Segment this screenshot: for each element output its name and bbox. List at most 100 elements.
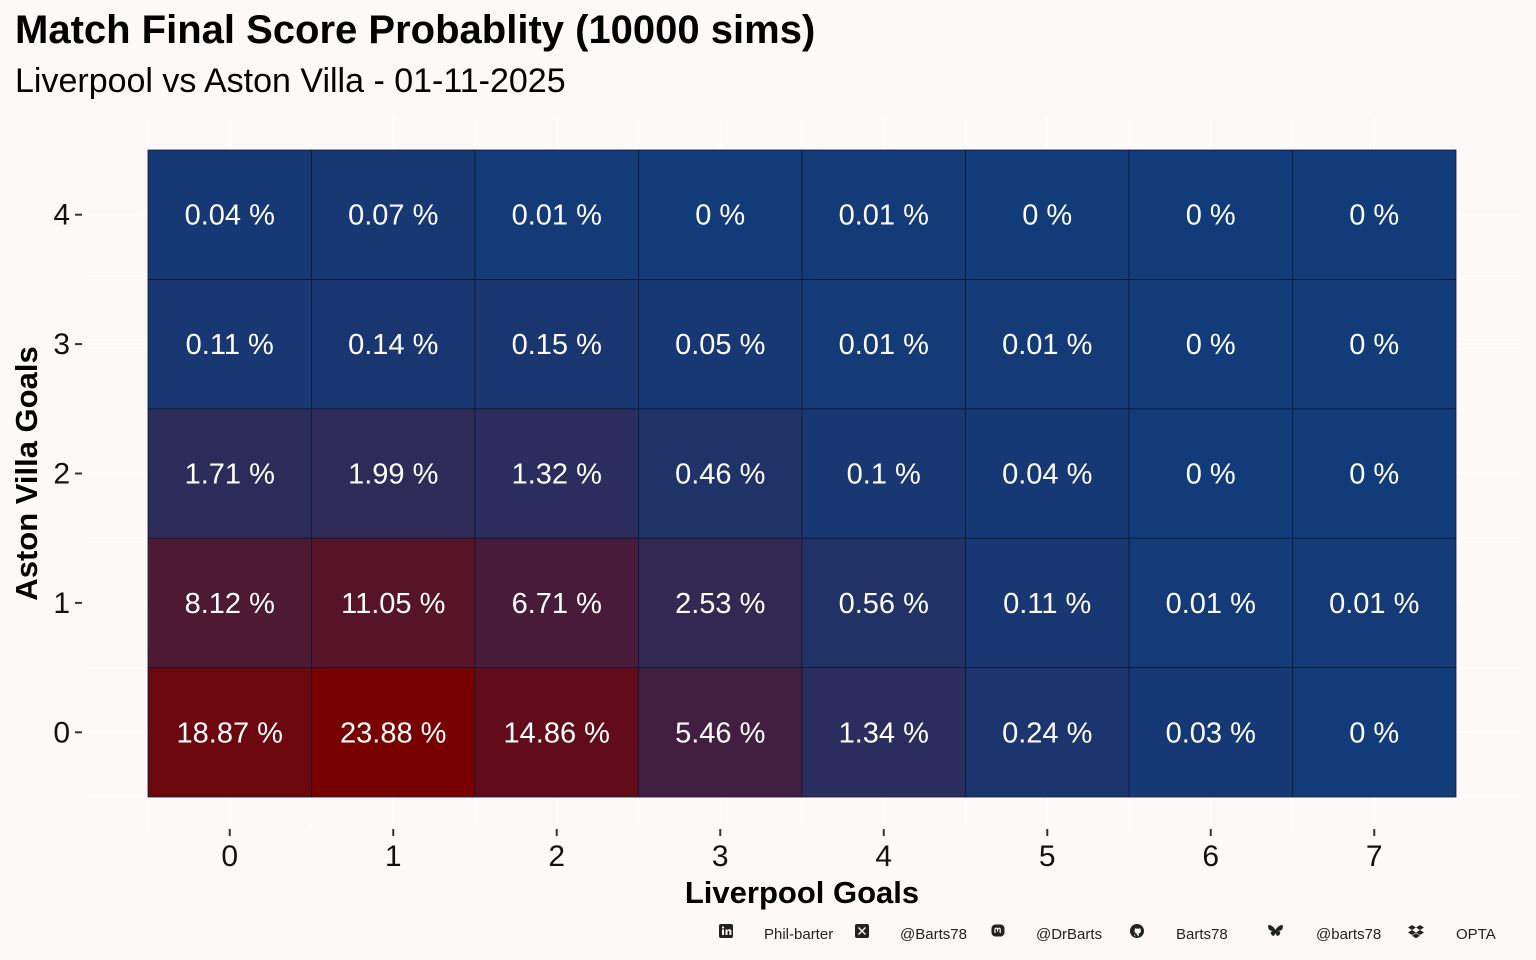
x-tick-label: 4 [875,840,892,873]
tile-value-label: 0 % [1186,459,1236,491]
heatmap-tile [638,149,803,280]
heatmap-tile [474,667,639,798]
x-axis-title: Liverpool Goals [685,875,919,910]
tile-value-label: 0 % [1349,459,1399,491]
y-axis-title: Aston Villa Goals [9,346,44,600]
footer-credits: Phil-barter @Barts78 @DrBarts Barts78 @b… [0,924,1536,948]
heatmap-tile [147,408,312,539]
tile-value-label: 0.15 % [512,329,602,361]
y-tick-label: 4 [53,199,70,232]
tile-value-label: 1.34 % [839,717,929,749]
dropbox-icon [1408,924,1424,938]
heatmap-tile [474,408,639,539]
chart-title: Match Final Score Probablity (10000 sims… [15,8,816,52]
heatmap-tile [965,667,1130,798]
footer-mastodon-handle: @DrBarts [1036,926,1103,943]
tile-value-label: 0.05 % [675,329,765,361]
footer-bluesky-handle: @barts78 [1316,926,1382,943]
heatmap-tile [474,149,639,280]
tile-value-label: 0.11 % [1003,588,1091,620]
heatmap-tile [638,667,803,798]
tile-value-label: 0.01 % [839,200,929,232]
heatmap-tile [1128,278,1293,410]
tile-value-label: 0.1 % [847,459,921,491]
x-tick-label: 6 [1202,840,1219,873]
linkedin-icon [719,924,733,938]
tile-value-label: 0.01 % [839,329,929,361]
heatmap-tile [801,278,966,410]
tile-value-label: 2.53 % [675,588,765,620]
github-icon [1130,924,1144,938]
y-tick-label: 0 [53,716,70,749]
score-heatmap: 18.87 % 23.88 % 14.86 % 5.46 % 1.34 % 0.24 % 0… [9,149,1457,910]
heatmap-tile [801,537,966,669]
heatmap-tile [965,408,1130,539]
tile-value-label: 0.03 % [1166,717,1256,749]
bluesky-butterfly-icon [1267,924,1284,938]
heatmap-tile [638,408,803,539]
tile-value-label: 5.46 % [675,717,765,749]
footer-data-source: OPTA [1456,926,1496,943]
tile-value-label: 0.11 % [186,329,274,361]
chart-subtitle: Liverpool vs Aston Villa - 01-11-2025 [15,62,566,100]
tile-value-label: 0 % [695,200,745,232]
heatmap-tile [1292,149,1457,280]
tile-value-label: 0.01 % [1166,588,1256,620]
tile-value-label: 18.87 % [177,717,283,749]
tile-value-label: 0.14 % [348,329,438,361]
tile-value-label: 0 % [1186,329,1236,361]
heatmap-tile [801,408,966,539]
tile-value-label: 6.71 % [512,588,602,620]
x-twitter-icon [855,924,869,938]
heatmap-tile [1128,149,1293,280]
heatmap-tile [311,408,476,539]
heatmap-tile [1292,278,1457,410]
x-tick-label: 0 [221,840,238,873]
tile-value-label: 0.01 % [1002,329,1092,361]
tile-value-label: 0 % [1349,329,1399,361]
heatmap-tile [311,667,476,798]
footer-linkedin-handle: Phil-barter [764,926,834,943]
tile-value-label: 0.04 % [185,200,275,232]
mastodon-icon [991,924,1005,938]
heatmap-tile [474,537,639,669]
x-tick-label: 7 [1366,840,1383,873]
tile-value-label: 0.01 % [1329,588,1419,620]
heatmap-tile [311,278,476,410]
heatmap-tile [965,537,1130,669]
heatmap-tile [638,278,803,410]
footer-github-handle: Barts78 [1176,926,1228,943]
heatmap-tile [1292,408,1457,539]
tile-value-label: 0.01 % [512,200,602,232]
tile-value-label: 0 % [1022,200,1072,232]
heatmap-tile [311,149,476,280]
tile-value-label: 0.07 % [348,200,438,232]
heatmap-tile [147,667,312,798]
tile-value-label: 1.71 % [185,459,275,491]
x-tick-label: 5 [1039,840,1056,873]
heatmap-tile [1292,667,1457,798]
heatmap-tile [1292,537,1457,669]
x-tick-label: 3 [712,840,729,873]
tile-value-label: 23.88 % [340,717,446,749]
heatmap-tile [1128,537,1293,669]
tile-value-label: 8.12 % [185,588,275,620]
tile-value-label: 0 % [1349,200,1399,232]
tile-value-label: 11.05 % [341,588,445,620]
tile-value-label: 1.32 % [512,459,602,491]
heatmap-tile [147,278,312,410]
footer-x-handle: @Barts78 [900,926,967,943]
tile-value-label: 0.24 % [1002,717,1092,749]
y-tick-label: 2 [53,458,70,491]
tile-value-label: 14.86 % [504,717,610,749]
heatmap-tile [801,149,966,280]
tile-value-label: 0 % [1186,200,1236,232]
tile-value-label: 0.04 % [1002,459,1092,491]
x-tick-label: 2 [548,840,565,873]
tile-value-label: 1.99 % [348,459,438,491]
tile-value-label: 0.46 % [675,459,765,491]
heatmap-tile [801,667,966,798]
y-tick-label: 1 [53,587,70,620]
tile-value-label: 0 % [1349,717,1399,749]
tile-value-label: 0.56 % [839,588,929,620]
